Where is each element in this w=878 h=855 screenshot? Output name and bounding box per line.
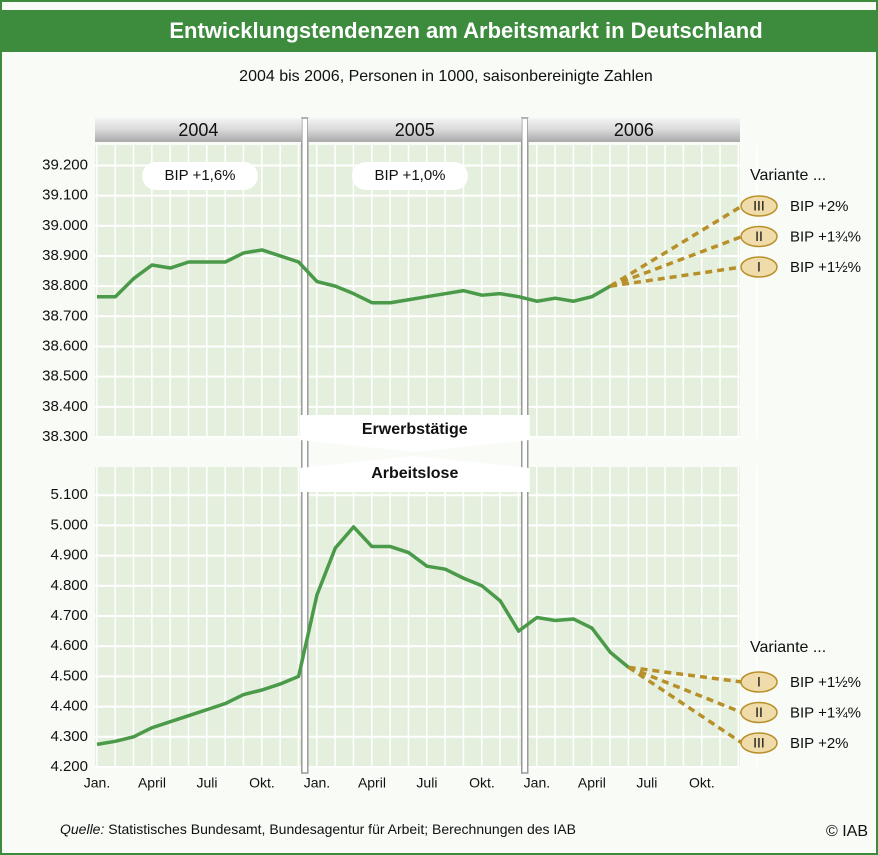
- variant-label: BIP +1¾%: [790, 704, 861, 721]
- variant-label: BIP +1½%: [790, 674, 861, 691]
- source: Quelle: Statistisches Bundesamt, Bundesa…: [60, 821, 576, 837]
- variant-numeral: II: [755, 704, 763, 720]
- x-tick-label: Okt.: [689, 775, 715, 791]
- projection-line: [627, 665, 743, 715]
- y-tick-label: 39.100: [42, 187, 88, 204]
- year-label: 2006: [614, 120, 654, 140]
- y-tick-label: 38.500: [42, 368, 88, 385]
- x-tick-label: Jan.: [524, 775, 550, 791]
- x-tick-label: Jan.: [84, 775, 110, 791]
- annotation: BIP +1,0%: [374, 167, 445, 184]
- y-tick-label: 38.800: [42, 277, 88, 294]
- y-tick-label: 4.400: [50, 698, 88, 715]
- year-separator: [521, 117, 529, 774]
- variant-badge: [740, 732, 778, 754]
- subtitle: 2004 bis 2006, Personen in 1000, saisonb…: [239, 68, 653, 85]
- variant-numeral: III: [753, 735, 765, 751]
- variant-badge: [740, 195, 778, 217]
- x-tick-label: Okt.: [469, 775, 495, 791]
- y-tick-label: 4.300: [50, 728, 88, 745]
- x-tick-label: April: [358, 775, 386, 791]
- projection-line: [627, 665, 743, 745]
- projection-line: [609, 265, 743, 288]
- y-tick-label: 38.700: [42, 307, 88, 324]
- variant-label: BIP +2%: [790, 198, 849, 215]
- variant-numeral: I: [757, 259, 761, 275]
- y-tick-label: 38.600: [42, 337, 88, 354]
- x-tick-label: Juli: [416, 775, 437, 791]
- variant-badge: [740, 671, 778, 693]
- variant-badge: [740, 256, 778, 278]
- y-tick-label: 39.000: [42, 217, 88, 234]
- series-name: Erwerbstätige: [362, 421, 468, 438]
- y-tick-label: 39.200: [42, 156, 88, 173]
- variant-badge: [740, 225, 778, 248]
- title-bar: [0, 10, 878, 52]
- variant-title: Variante ...: [750, 167, 826, 184]
- variant-label: BIP +2%: [790, 735, 849, 752]
- copyright: © IAB: [826, 823, 868, 840]
- projection-line: [609, 204, 743, 288]
- year-separator: [301, 117, 309, 774]
- variant-numeral: III: [753, 198, 765, 214]
- year-label: 2004: [178, 120, 218, 140]
- x-tick-label: Juli: [636, 775, 657, 791]
- y-tick-label: 38.300: [42, 428, 88, 445]
- x-tick-label: April: [578, 775, 606, 791]
- y-tick-label: 4.200: [50, 758, 88, 775]
- y-tick-label: 4.900: [50, 547, 88, 564]
- series-line: [97, 248, 612, 305]
- year-label: 2005: [395, 120, 435, 140]
- y-tick-label: 4.500: [50, 667, 88, 684]
- variant-numeral: I: [757, 674, 761, 690]
- y-tick-label: 4.700: [50, 607, 88, 624]
- year-header: [95, 118, 302, 142]
- y-tick-label: 5.100: [50, 486, 88, 503]
- variant-title: Variante ...: [750, 639, 826, 656]
- variant-label: BIP +1½%: [790, 259, 861, 276]
- panel-label-box: [299, 456, 530, 492]
- y-tick-label: 38.400: [42, 398, 88, 415]
- panel-label-box: [299, 415, 530, 452]
- year-header: [307, 118, 522, 142]
- y-tick-label: 4.600: [50, 637, 88, 654]
- variant-numeral: II: [755, 228, 763, 244]
- chart-title: Entwicklungstendenzen am Arbeitsmarkt in…: [169, 18, 762, 43]
- y-tick-label: 38.900: [42, 247, 88, 264]
- y-tick-label: 4.800: [50, 577, 88, 594]
- variant-label: BIP +1¾%: [790, 228, 861, 245]
- year-header: [527, 118, 740, 142]
- source-text: Statistisches Bundesamt, Bundesagentur f…: [108, 821, 576, 837]
- annotation-box: [352, 162, 468, 190]
- series-line: [96, 525, 630, 747]
- source-label: Quelle:: [60, 821, 104, 837]
- annotation: BIP +1,6%: [164, 167, 235, 184]
- y-tick-label: 5.000: [50, 516, 88, 533]
- variant-badge: [740, 701, 778, 724]
- x-tick-label: Juli: [196, 775, 217, 791]
- x-tick-label: Okt.: [249, 775, 275, 791]
- annotation-box: [142, 162, 258, 190]
- x-tick-label: Jan.: [304, 775, 330, 791]
- series-name: Arbeitslose: [371, 465, 458, 482]
- plot-area: [95, 145, 740, 437]
- x-tick-label: April: [138, 775, 166, 791]
